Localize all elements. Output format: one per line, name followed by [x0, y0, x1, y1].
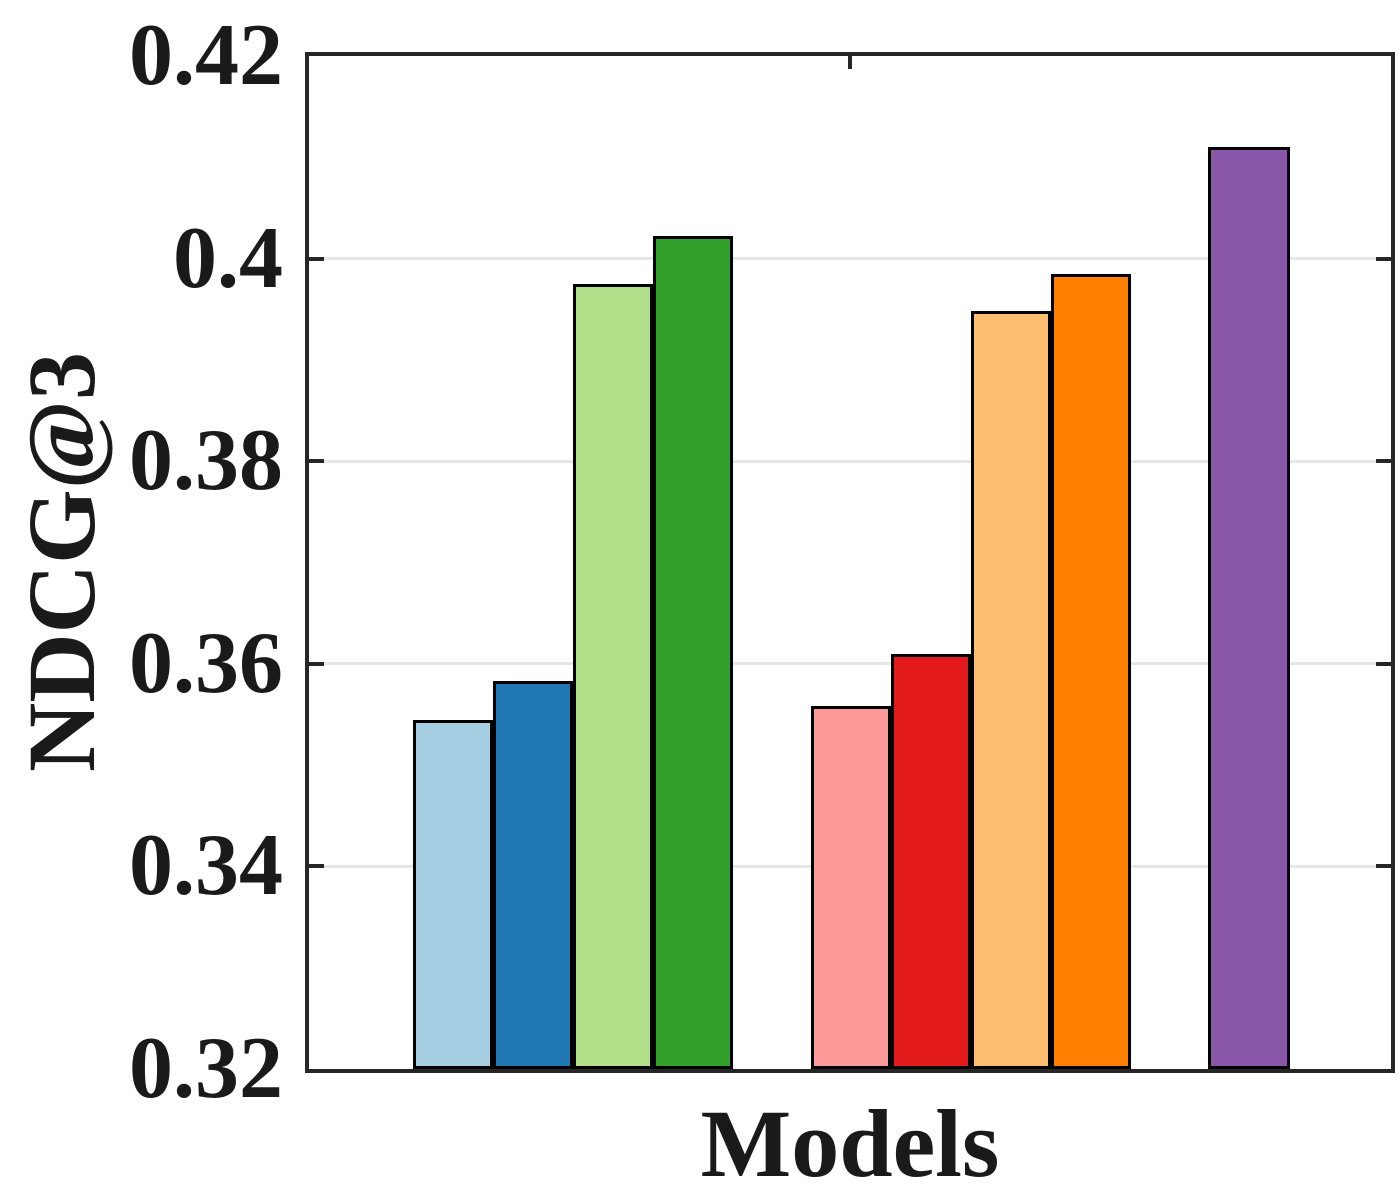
y-tick-mark-right	[1376, 459, 1391, 464]
y-tick-mark-left	[309, 864, 324, 869]
y-tick-mark-left	[309, 459, 324, 464]
y-tick-label-0.42: 0.42	[129, 7, 283, 104]
bar-group2-4	[1051, 273, 1131, 1069]
bar-group2-3	[971, 311, 1051, 1069]
bar-group3-1	[1208, 147, 1290, 1069]
y-tick-mark-left	[309, 661, 324, 666]
y-tick-mark-right	[1376, 256, 1391, 261]
bar-group2-2	[891, 653, 971, 1069]
gridline-y-0.38	[309, 459, 1391, 463]
bar-group1-3	[573, 283, 653, 1069]
y-tick-label-0.36: 0.36	[129, 614, 283, 712]
y-tick-label-0.4: 0.4	[173, 209, 283, 307]
y-axis-label: NDCG@3	[8, 352, 115, 772]
bar-group1-1	[413, 719, 493, 1069]
bar-group2-1	[811, 706, 891, 1069]
plot-area	[305, 52, 1395, 1073]
y-tick-label-0.32: 0.32	[129, 1020, 283, 1117]
x-tick-mark-top	[848, 56, 852, 69]
y-tick-mark-right	[1376, 661, 1391, 666]
gridline-y-0.4	[309, 257, 1391, 261]
y-tick-mark-left	[309, 256, 324, 261]
bar-group1-4	[653, 236, 733, 1069]
gridline-y-0.36	[309, 662, 1391, 666]
y-tick-label-0.34: 0.34	[129, 817, 283, 915]
x-axis-label: Models	[700, 1090, 1000, 1197]
bar-group1-2	[493, 681, 573, 1069]
y-tick-mark-right	[1376, 864, 1391, 869]
y-tick-label-0.38: 0.38	[129, 412, 283, 510]
